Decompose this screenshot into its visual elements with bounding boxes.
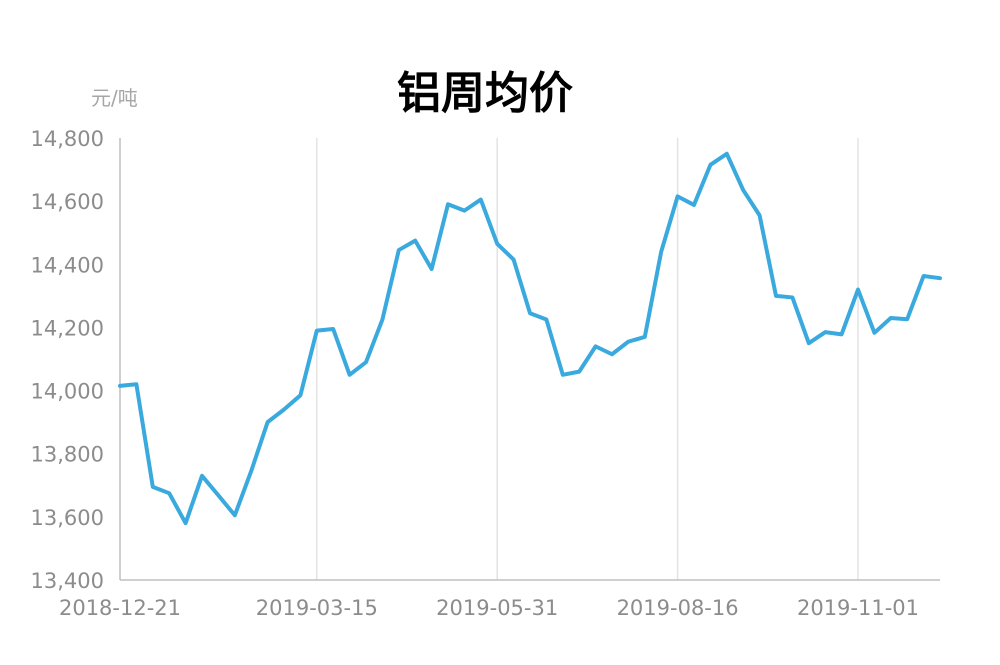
- y-tick-label: 14,200: [31, 316, 104, 340]
- x-tick-label: 2019-03-15: [256, 596, 378, 620]
- y-tick-label: 13,600: [31, 506, 104, 530]
- y-tick-label: 13,400: [31, 569, 104, 593]
- x-tick-label: 2019-05-31: [436, 596, 558, 620]
- x-tick-label: 2019-08-16: [617, 596, 739, 620]
- y-tick-label: 14,000: [31, 380, 104, 404]
- y-tick-label: 14,400: [31, 253, 104, 277]
- y-tick-label: 13,800: [31, 443, 104, 467]
- gridlines: [316, 138, 859, 580]
- y-tick-label: 14,600: [31, 190, 104, 214]
- series-line: [118, 151, 942, 526]
- y-axis-unit-label: 元/吨: [91, 86, 138, 110]
- chart-title: 铝周均价: [397, 68, 573, 119]
- axes: [119, 138, 940, 581]
- x-tick-label: 2018-12-21: [59, 596, 181, 620]
- y-tick-label: 14,800: [31, 127, 104, 151]
- y-axis-ticks: 13,400 13,600 13,800 14,000 14,200 14,400 14,6…: [31, 127, 104, 593]
- series-group: [118, 151, 942, 526]
- x-axis-ticks: 2018-12-21 2019-03-15 2019-05-31 2019-08-16…: [59, 596, 919, 620]
- x-tick-label: 2019-11-01: [797, 596, 919, 620]
